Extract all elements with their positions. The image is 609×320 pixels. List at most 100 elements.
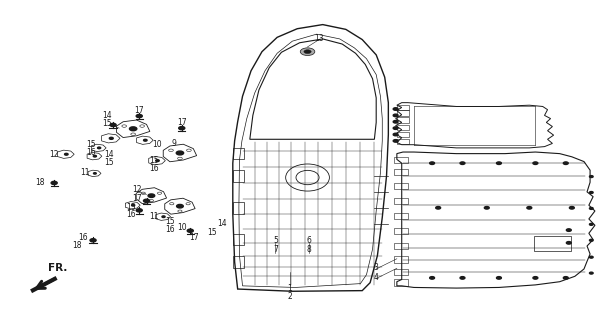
Text: 12: 12 bbox=[133, 185, 142, 194]
Circle shape bbox=[110, 137, 113, 139]
Text: 1: 1 bbox=[287, 284, 292, 292]
Circle shape bbox=[51, 181, 57, 185]
Circle shape bbox=[177, 204, 183, 208]
Bar bbox=[395, 228, 408, 234]
Bar bbox=[395, 157, 408, 163]
Text: 3: 3 bbox=[374, 263, 379, 272]
Text: 9: 9 bbox=[171, 139, 176, 148]
Circle shape bbox=[187, 229, 193, 232]
Circle shape bbox=[590, 272, 593, 274]
Circle shape bbox=[590, 192, 593, 194]
Circle shape bbox=[460, 276, 465, 279]
Circle shape bbox=[393, 121, 398, 123]
Circle shape bbox=[527, 206, 532, 209]
Bar bbox=[397, 105, 409, 110]
Circle shape bbox=[393, 114, 398, 117]
Text: 16: 16 bbox=[127, 210, 136, 219]
Text: 8: 8 bbox=[307, 245, 312, 254]
Text: 14: 14 bbox=[104, 150, 114, 159]
Text: 15: 15 bbox=[102, 119, 112, 128]
Text: 16: 16 bbox=[78, 233, 88, 242]
Text: 4: 4 bbox=[374, 273, 379, 282]
Circle shape bbox=[563, 162, 568, 164]
Text: 16: 16 bbox=[149, 164, 158, 173]
Circle shape bbox=[65, 153, 68, 155]
Bar bbox=[397, 110, 409, 116]
Circle shape bbox=[178, 126, 185, 130]
Bar bbox=[395, 269, 408, 275]
Bar bbox=[395, 256, 408, 263]
Circle shape bbox=[590, 239, 593, 241]
Circle shape bbox=[136, 115, 143, 118]
Bar bbox=[397, 132, 409, 137]
Bar bbox=[395, 279, 408, 286]
Text: 15: 15 bbox=[149, 156, 158, 165]
Text: 10: 10 bbox=[177, 223, 186, 232]
Text: 14: 14 bbox=[217, 219, 227, 228]
Circle shape bbox=[496, 276, 501, 279]
Circle shape bbox=[144, 139, 147, 141]
Circle shape bbox=[162, 216, 165, 218]
Text: 10: 10 bbox=[153, 140, 162, 149]
Text: 2: 2 bbox=[287, 292, 292, 301]
Bar bbox=[395, 183, 408, 189]
Text: 15: 15 bbox=[104, 158, 114, 167]
Circle shape bbox=[569, 206, 574, 209]
Text: 11: 11 bbox=[149, 212, 158, 221]
Circle shape bbox=[176, 151, 184, 155]
Text: 7: 7 bbox=[273, 245, 278, 254]
Bar bbox=[233, 202, 244, 213]
Bar bbox=[233, 148, 244, 159]
Circle shape bbox=[460, 162, 465, 164]
Circle shape bbox=[110, 123, 116, 126]
Text: 12: 12 bbox=[49, 150, 59, 159]
Circle shape bbox=[496, 162, 501, 164]
Text: FR.: FR. bbox=[48, 263, 68, 273]
Circle shape bbox=[436, 206, 440, 209]
Text: 14: 14 bbox=[102, 111, 112, 120]
Bar bbox=[233, 256, 244, 268]
Circle shape bbox=[304, 50, 311, 53]
Bar bbox=[233, 170, 244, 182]
Circle shape bbox=[393, 108, 398, 110]
Text: 11: 11 bbox=[80, 168, 90, 177]
Circle shape bbox=[94, 173, 96, 174]
Text: 16: 16 bbox=[86, 148, 96, 157]
Text: 15: 15 bbox=[127, 203, 136, 212]
Circle shape bbox=[136, 209, 143, 212]
Circle shape bbox=[393, 127, 398, 129]
Text: 17: 17 bbox=[177, 118, 186, 127]
Circle shape bbox=[148, 194, 155, 197]
Circle shape bbox=[430, 276, 435, 279]
Text: 16: 16 bbox=[165, 225, 174, 234]
Circle shape bbox=[132, 204, 135, 206]
Bar bbox=[397, 124, 409, 130]
Circle shape bbox=[130, 127, 137, 131]
Bar bbox=[395, 169, 408, 175]
Bar bbox=[395, 197, 408, 204]
Circle shape bbox=[590, 256, 593, 258]
Circle shape bbox=[533, 276, 538, 279]
Text: 15: 15 bbox=[207, 228, 217, 237]
Text: 17: 17 bbox=[133, 194, 143, 204]
Bar bbox=[397, 117, 409, 123]
Text: 18: 18 bbox=[35, 179, 45, 188]
Circle shape bbox=[566, 229, 571, 231]
Circle shape bbox=[156, 160, 159, 162]
Bar bbox=[233, 234, 244, 245]
Circle shape bbox=[300, 48, 315, 55]
Circle shape bbox=[90, 239, 96, 242]
Text: 15: 15 bbox=[165, 217, 174, 226]
Bar bbox=[534, 236, 571, 251]
Text: 15: 15 bbox=[86, 140, 96, 149]
Bar bbox=[395, 243, 408, 249]
Circle shape bbox=[533, 162, 538, 164]
Text: 18: 18 bbox=[72, 241, 82, 250]
Circle shape bbox=[393, 133, 398, 136]
Circle shape bbox=[590, 176, 593, 178]
Text: 17: 17 bbox=[135, 106, 144, 115]
Bar bbox=[397, 139, 409, 144]
Circle shape bbox=[566, 242, 571, 244]
Circle shape bbox=[484, 206, 489, 209]
Circle shape bbox=[590, 223, 593, 225]
